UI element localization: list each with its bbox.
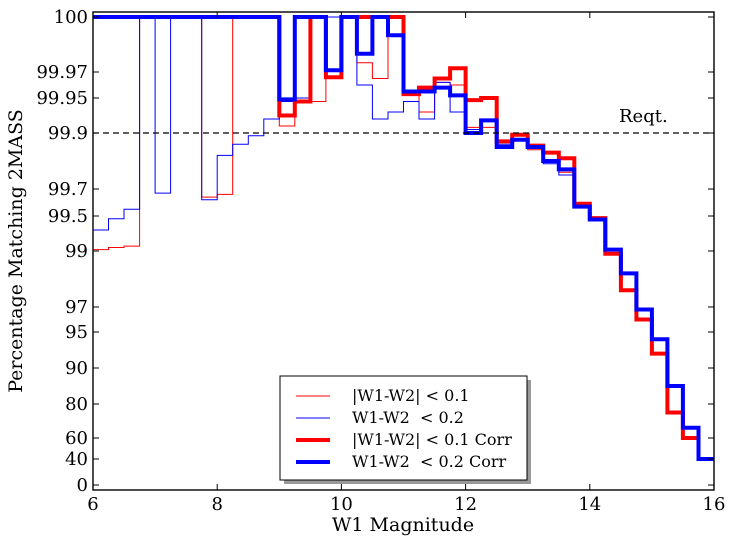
y-tick-label: 97 [65,297,88,318]
legend-label-2: W1-W2 < 0.2 [352,408,464,427]
series-line-4 [93,15,714,461]
y-tick-label: 100 [54,7,88,28]
y-tick-label: 40 [65,449,88,470]
x-axis: 6 8 10 12 14 16 [87,12,725,515]
y-tick-label: 99.5 [48,206,88,227]
x-tick-label: 10 [330,494,353,515]
y-tick-label: 0 [77,475,88,496]
y-tick-label: 99.95 [36,88,88,109]
x-axis-label: W1 Magnitude [332,514,474,536]
legend: |W1-W2| < 0.1 W1-W2 < 0.2 |W1-W2| < 0.1 Co… [279,375,531,484]
y-tick-label: 90 [65,358,88,379]
x-tick-label: 8 [211,494,222,515]
x-tick-label: 16 [703,494,726,515]
y-axis-label: Percentage Matching 2MASS [5,109,27,393]
y-tick-label: 95 [65,322,88,343]
y-tick-label: 80 [65,394,88,415]
reference-label: Reqt. [619,106,668,127]
x-tick-label: 12 [454,494,477,515]
x-tick-label: 6 [87,494,98,515]
series-layer [93,15,714,461]
y-tick-label: 60 [65,428,88,449]
x-tick-label: 14 [578,494,601,515]
legend-label-4: W1-W2 < 0.2 Corr [352,452,507,471]
y-tick-label: 99.97 [36,62,88,83]
y-tick-label: 99 [65,241,88,262]
legend-label-3: |W1-W2| < 0.1 Corr [352,430,512,449]
y-tick-label: 99.7 [48,179,88,200]
legend-label-1: |W1-W2| < 0.1 [352,386,470,405]
y-tick-label: 99.9 [48,123,88,144]
